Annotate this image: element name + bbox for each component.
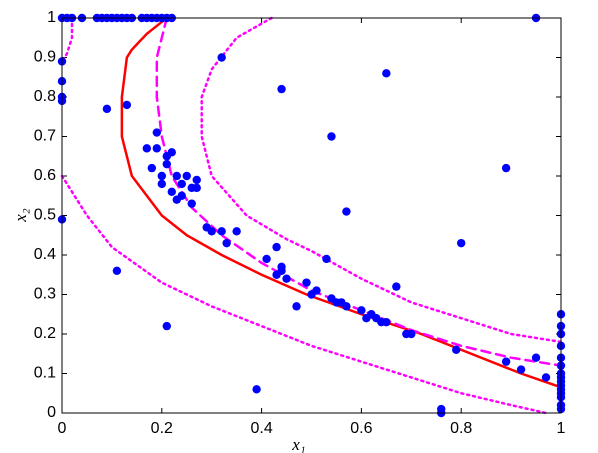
point xyxy=(207,227,216,236)
point xyxy=(187,199,196,208)
point xyxy=(327,132,336,141)
point xyxy=(531,353,541,362)
y-tick-label: 0.9 xyxy=(34,49,56,66)
point xyxy=(457,238,466,248)
point xyxy=(172,195,181,204)
point xyxy=(342,207,351,216)
point xyxy=(152,144,162,153)
y-tick-label: 0.5 xyxy=(34,207,56,224)
point xyxy=(217,227,226,236)
point xyxy=(192,183,201,193)
point xyxy=(272,242,281,252)
point xyxy=(312,286,321,295)
y-tick-label: 0.1 xyxy=(34,365,56,382)
point xyxy=(192,175,201,185)
point xyxy=(222,238,231,248)
axes-box xyxy=(61,17,562,414)
point xyxy=(407,329,416,339)
point xyxy=(277,266,286,275)
point xyxy=(501,357,511,366)
y-tick-label: 0 xyxy=(47,404,56,421)
point xyxy=(152,128,162,137)
point xyxy=(382,317,391,327)
x-tick-label: 0.2 xyxy=(151,420,173,437)
point xyxy=(157,179,166,189)
y-tick-label: 0.4 xyxy=(34,246,56,263)
point xyxy=(262,254,271,264)
point xyxy=(167,187,176,196)
point xyxy=(177,179,186,189)
point xyxy=(162,321,171,331)
point xyxy=(501,163,511,173)
curve xyxy=(60,16,74,63)
point xyxy=(217,53,226,62)
y-tick-label: 1 xyxy=(47,9,56,26)
point xyxy=(157,171,166,181)
point xyxy=(167,148,176,157)
curve xyxy=(60,174,548,415)
curve xyxy=(200,16,563,344)
point xyxy=(302,278,311,287)
point xyxy=(516,365,526,374)
x-tick-label: 0 xyxy=(58,420,67,437)
point xyxy=(102,104,112,114)
x-tick-label: 1 xyxy=(557,420,566,437)
point xyxy=(142,144,152,153)
point xyxy=(322,254,331,264)
point xyxy=(541,373,551,382)
y-tick-label: 0.8 xyxy=(34,88,56,105)
point xyxy=(392,282,401,291)
curve xyxy=(120,16,563,389)
y-axis-label: x₂ xyxy=(11,208,30,223)
x-tick-label: 0.6 xyxy=(350,420,372,437)
y-tick-label: 0.2 xyxy=(34,325,56,342)
point xyxy=(122,100,132,110)
point xyxy=(252,385,261,394)
point xyxy=(172,171,181,181)
point xyxy=(162,159,171,169)
point xyxy=(357,306,366,315)
point xyxy=(382,69,391,78)
y-tick-label: 0.7 xyxy=(34,128,56,145)
point xyxy=(292,302,301,311)
point xyxy=(147,163,157,173)
point xyxy=(452,345,461,354)
x-tick-label: 0.8 xyxy=(450,420,472,437)
point xyxy=(277,84,286,94)
y-tick-label: 0.6 xyxy=(34,167,56,184)
point xyxy=(182,171,191,181)
point xyxy=(437,404,446,414)
point xyxy=(342,302,351,311)
y-tick-label: 0.3 xyxy=(34,286,56,303)
x-axis-label: x₁ xyxy=(291,435,305,453)
point xyxy=(282,274,291,283)
point xyxy=(112,266,122,275)
x-tick-label: 0.4 xyxy=(250,420,272,437)
plot-area xyxy=(62,18,561,413)
point xyxy=(232,227,241,236)
